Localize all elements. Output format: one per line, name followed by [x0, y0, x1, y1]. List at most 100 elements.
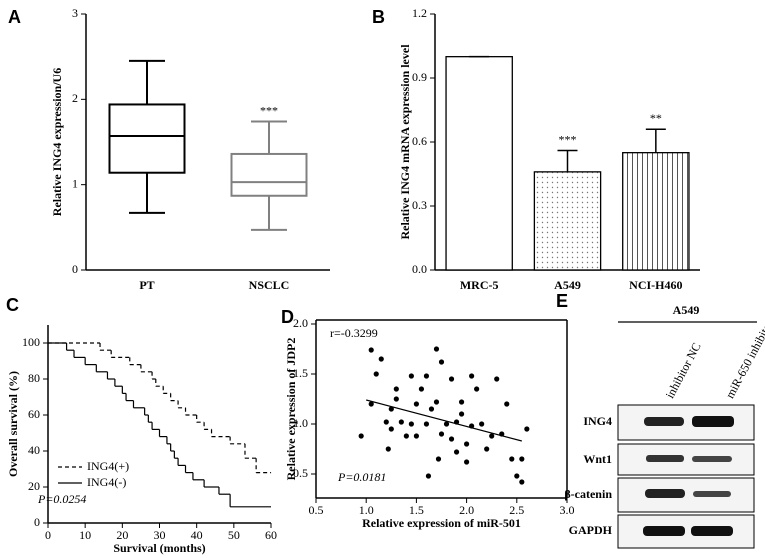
point — [393, 396, 399, 402]
point — [494, 376, 500, 382]
panel-label: B — [372, 7, 385, 27]
point — [464, 441, 470, 447]
point — [358, 433, 364, 439]
x-tick-label: 40 — [191, 528, 203, 542]
panel-label: E — [556, 291, 568, 311]
blot-panel: E A549 inhibitor NC miR-650 inhibitor IN… — [556, 291, 765, 549]
row-label: GAPDH — [569, 523, 613, 537]
point — [474, 386, 480, 392]
x-tick-label: MRC-5 — [460, 278, 499, 292]
point — [428, 406, 435, 412]
point — [393, 386, 399, 392]
legend-label: ING4(-) — [87, 475, 126, 489]
y-axis-label: Relative expression of JDP2 — [284, 338, 298, 481]
bar — [533, 171, 602, 271]
y-tick-label: 80 — [28, 371, 40, 385]
point — [408, 373, 414, 379]
point — [425, 473, 432, 479]
point — [418, 386, 425, 392]
box — [230, 152, 308, 197]
point — [435, 456, 442, 462]
x-tick-label: 0.5 — [309, 503, 324, 517]
point — [519, 479, 525, 485]
panel-label: A — [8, 7, 21, 27]
y-tick-label: 0.3 — [412, 198, 427, 212]
x-tick-label: 2.0 — [459, 503, 474, 517]
x-tick-label: 3.0 — [560, 503, 575, 517]
point — [433, 346, 440, 352]
x-tick-label: 10 — [79, 528, 91, 542]
point — [423, 373, 430, 379]
x-axis-label: Survival (months) — [113, 541, 205, 555]
x-tick-label: 1.0 — [359, 503, 374, 517]
row-label: ING4 — [583, 414, 612, 428]
point — [408, 421, 414, 427]
y-tick-label: 0 — [72, 262, 78, 276]
y-tick-label: 0.6 — [412, 134, 427, 148]
bar — [622, 152, 690, 271]
point — [448, 376, 455, 382]
row-label: Wnt1 — [583, 452, 612, 466]
y-tick-label: 2.0 — [293, 316, 308, 330]
y-tick-label: 1.0 — [293, 416, 308, 430]
point — [469, 373, 475, 379]
point — [413, 433, 419, 439]
point — [484, 446, 490, 452]
band — [646, 455, 684, 462]
y-axis-label: Relative ING4 expression/U6 — [50, 68, 64, 216]
point — [373, 371, 379, 377]
band — [645, 489, 685, 498]
band — [644, 417, 684, 426]
legend-label: ING4(+) — [87, 459, 129, 473]
y-tick-label: 1.5 — [293, 366, 308, 380]
point — [433, 399, 440, 405]
x-tick-label: 2.5 — [509, 503, 524, 517]
x-tick-label: 30 — [154, 528, 166, 542]
row-label: β-catenin — [564, 487, 612, 501]
panel-label: C — [6, 295, 19, 315]
x-tick-label: 0 — [45, 528, 51, 542]
point — [464, 459, 470, 465]
point — [368, 401, 374, 407]
point — [448, 436, 455, 442]
x-tick-label: 60 — [265, 528, 277, 542]
x-tick-label: A549 — [554, 278, 581, 292]
significance: *** — [260, 103, 278, 117]
x-tick-label: PT — [139, 278, 154, 292]
y-tick-label: 0.0 — [412, 262, 427, 276]
cell-line: A549 — [673, 303, 700, 317]
column-label: inhibitor NC — [663, 340, 704, 400]
point — [509, 456, 515, 462]
blot-strip — [617, 514, 755, 549]
band — [691, 526, 733, 536]
y-axis-label: Overall survival (%) — [6, 371, 20, 477]
y-tick-label: 40 — [28, 443, 40, 457]
point — [383, 419, 389, 425]
point — [458, 399, 465, 405]
column-label: miR-650 inhibitor — [723, 317, 765, 400]
fit-line — [366, 399, 522, 442]
blot-strip — [617, 443, 755, 476]
y-tick-label: 0 — [34, 515, 40, 529]
point — [403, 433, 409, 439]
significance: *** — [559, 132, 577, 146]
band — [692, 416, 734, 427]
band — [643, 526, 685, 536]
y-tick-label: 1.2 — [412, 6, 427, 20]
bar — [445, 56, 513, 271]
y-tick-label: 1 — [72, 176, 78, 190]
x-tick-label: 1.5 — [409, 503, 424, 517]
x-tick-label: 50 — [228, 528, 240, 542]
x-axis-label: Relative expression of miR-501 — [362, 516, 521, 530]
point — [479, 421, 485, 427]
point — [438, 359, 445, 365]
point — [524, 426, 530, 432]
point — [413, 401, 419, 407]
band — [693, 491, 731, 497]
point — [368, 347, 374, 353]
y-axis-label: Relative ING4 mRNA expression level — [398, 44, 412, 240]
point — [514, 473, 520, 479]
annotation: P=0.0181 — [337, 470, 386, 484]
point — [519, 456, 525, 462]
